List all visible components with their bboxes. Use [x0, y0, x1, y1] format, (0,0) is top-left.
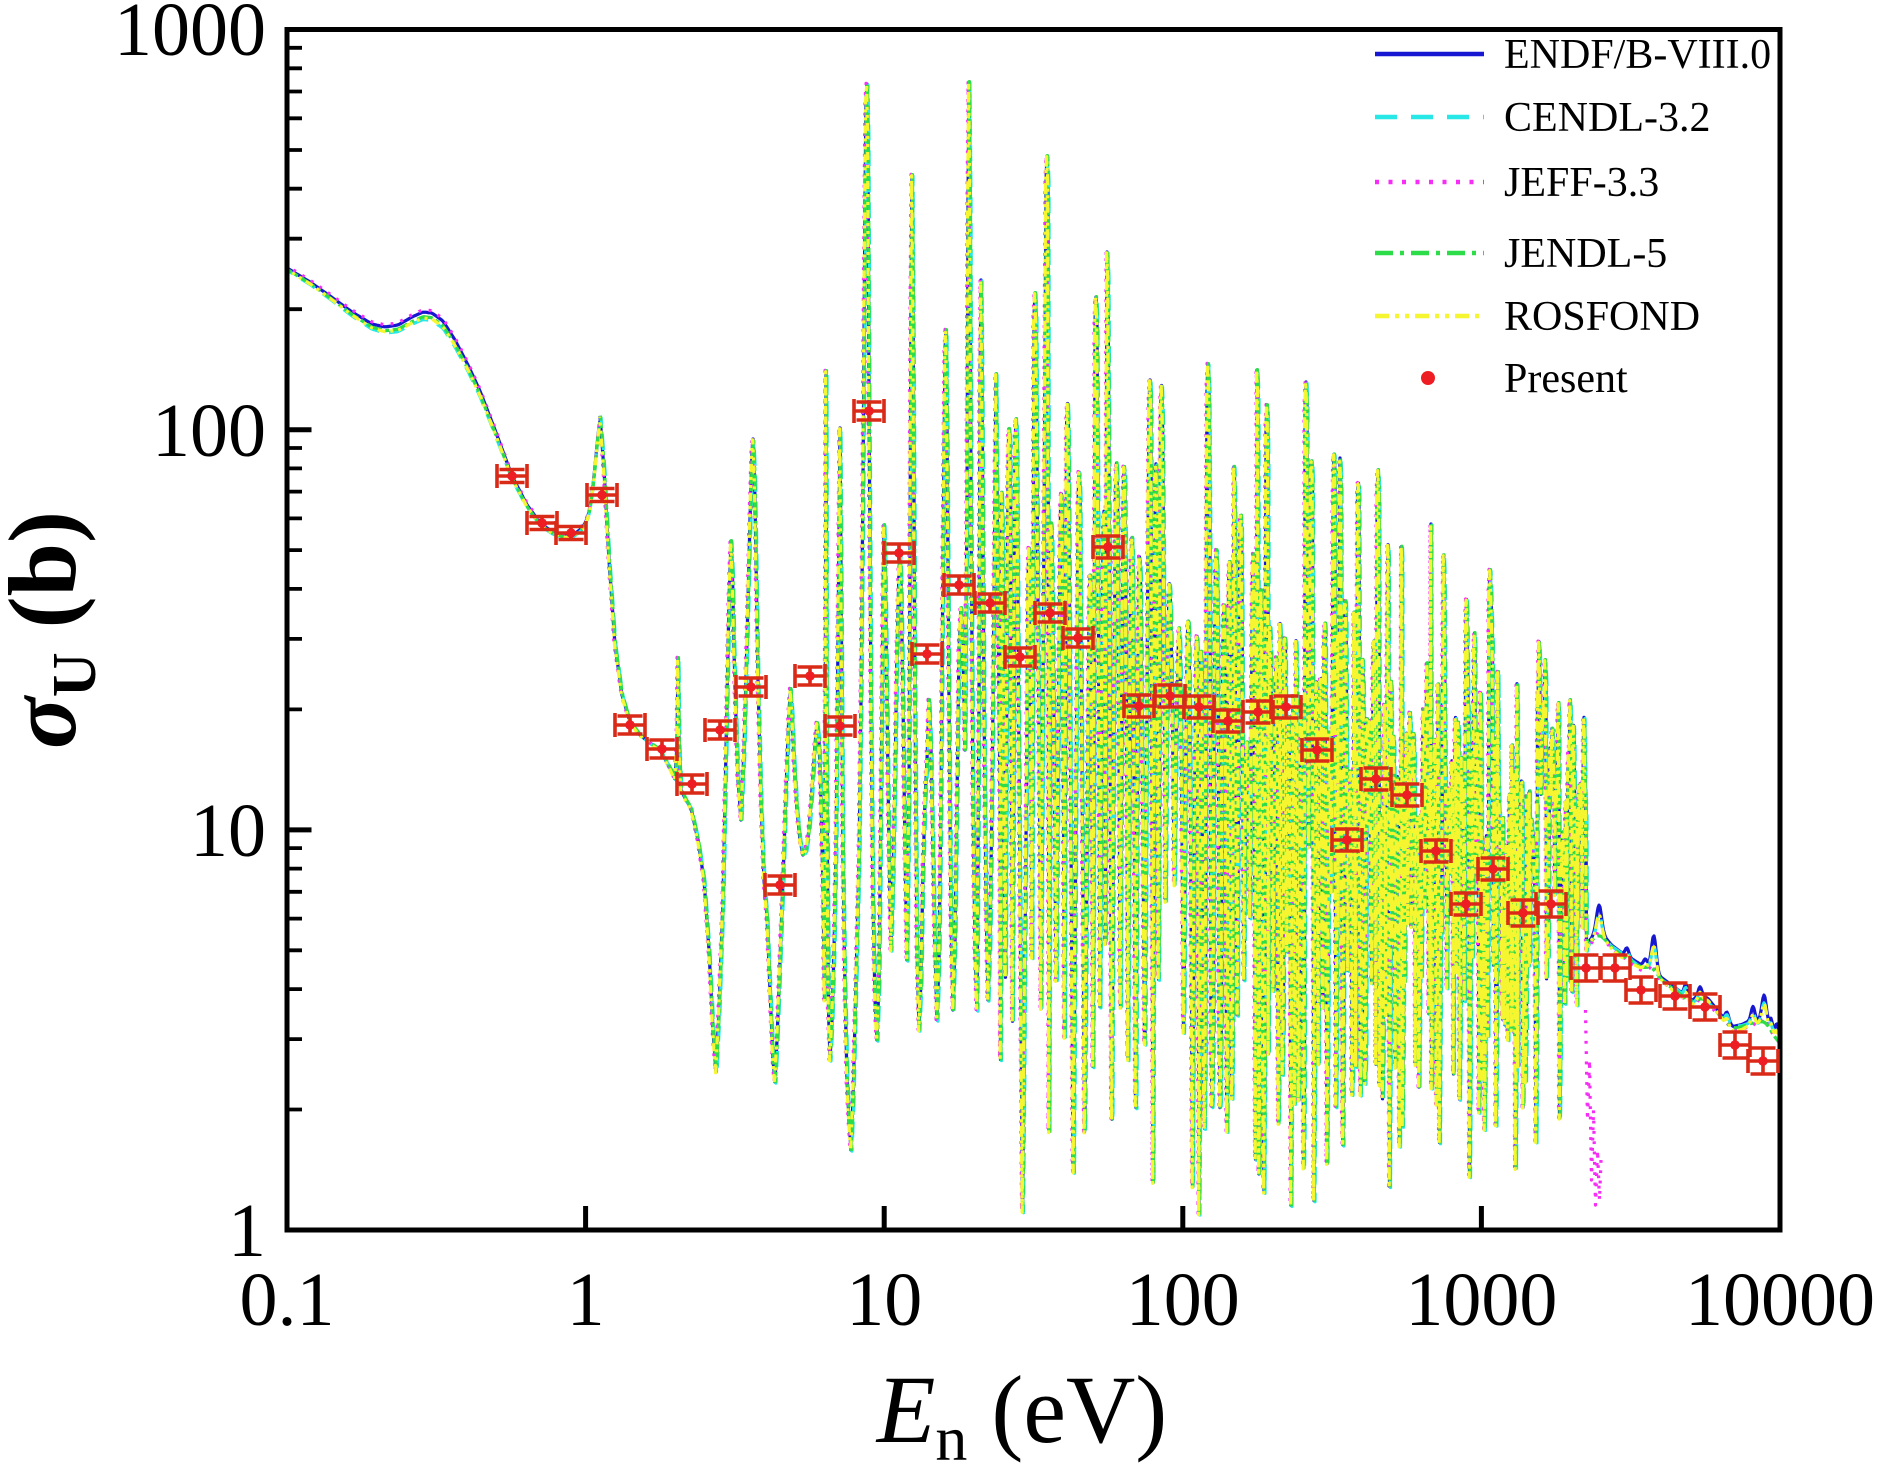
svg-text:100: 100 — [152, 389, 266, 473]
svg-text:10: 10 — [190, 789, 266, 873]
svg-text:100: 100 — [1126, 1258, 1240, 1342]
svg-text:10000: 10000 — [1685, 1258, 1875, 1342]
svg-text:10: 10 — [846, 1258, 922, 1342]
svg-text:1000: 1000 — [114, 0, 266, 72]
svg-text:ROSFOND: ROSFOND — [1504, 294, 1700, 340]
svg-text:0.1: 0.1 — [240, 1258, 335, 1342]
svg-text:CENDL-3.2: CENDL-3.2 — [1504, 95, 1710, 141]
svg-text:Present: Present — [1504, 356, 1628, 402]
svg-text:JENDL-5: JENDL-5 — [1504, 231, 1667, 277]
svg-text:1: 1 — [567, 1258, 605, 1342]
svg-text:σU (b): σU (b) — [0, 511, 109, 749]
svg-text:1: 1 — [228, 1189, 266, 1273]
svg-text:ENDF/B-VIII.0: ENDF/B-VIII.0 — [1504, 32, 1771, 78]
svg-text:En (eV): En (eV) — [875, 1356, 1168, 1474]
svg-text:1000: 1000 — [1405, 1258, 1557, 1342]
svg-text:JEFF-3.3: JEFF-3.3 — [1504, 160, 1659, 206]
